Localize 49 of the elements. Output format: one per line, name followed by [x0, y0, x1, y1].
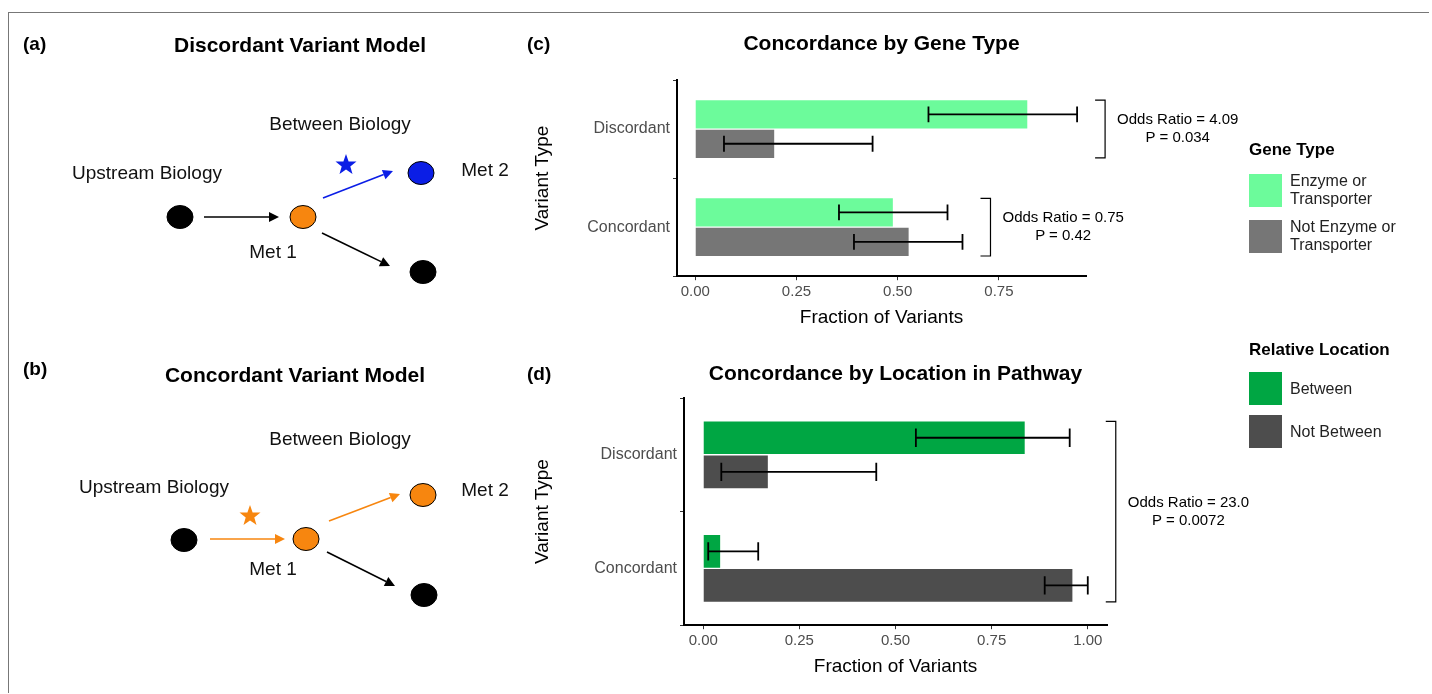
text: Met 2 [461, 159, 509, 181]
text: Met 1 [249, 558, 297, 580]
x-tick-label: 0.50 [883, 282, 913, 300]
legend-label: Between [1290, 379, 1354, 398]
legend-label: Not Enzyme or Transporter [1290, 218, 1397, 254]
chart-title: Concordance by Location in Pathway [708, 361, 1083, 384]
text: Between Biology [269, 113, 411, 135]
y-axis-title: Variant Type [530, 459, 552, 565]
bar [695, 227, 909, 256]
bar [703, 421, 1025, 455]
text: Concordant Variant Model [164, 363, 426, 387]
text: (d) [527, 363, 552, 384]
text: Odds Ratio = 23.0 P = 0.0072 [1127, 492, 1250, 528]
text: Between Biology [269, 428, 411, 450]
x-tick-label: 0.50 [880, 631, 911, 649]
text: Met 1 [249, 241, 297, 263]
x-tick-label: 1.00 [1073, 631, 1103, 649]
x-tick-label: 0.75 [977, 631, 1007, 649]
bar [695, 198, 893, 227]
y-tick-label: Discordant [600, 445, 678, 463]
y-axis-title: Variant Type [530, 125, 552, 231]
bar [703, 455, 768, 489]
x-tick-label: 0.00 [680, 282, 710, 300]
x-tick-label: 0.25 [784, 631, 814, 649]
text: (a) [23, 33, 47, 55]
text: Upstream Biology [79, 476, 229, 498]
text: (c) [527, 33, 551, 54]
text: Met 2 [461, 479, 509, 501]
annotation: Odds Ratio = 0.75 P = 0.42 [1002, 208, 1124, 244]
legend-title: Gene Type [1249, 140, 1336, 160]
y-tick-label: Concordant [587, 217, 671, 235]
text: Discordant Variant Model [173, 33, 427, 57]
y-tick-label: Concordant [594, 558, 678, 576]
chart-title: Concordance by Gene Type [743, 31, 1020, 54]
bar [695, 129, 775, 158]
legend-label: Not Between [1290, 422, 1383, 441]
bar [695, 100, 1028, 129]
bar [703, 569, 1073, 602]
text: Upstream Biology [72, 162, 222, 184]
text: Odds Ratio = 4.09 P = 0.034 [1117, 110, 1239, 146]
x-axis-title: Fraction of Variants [799, 305, 964, 327]
x-tick-label: 0.00 [688, 631, 718, 649]
x-tick-label: 0.25 [781, 282, 812, 300]
legend-title: Relative Location [1249, 340, 1391, 360]
x-axis-title: Fraction of Variants [813, 654, 978, 676]
y-tick-label: Discordant [593, 119, 671, 137]
text: (b) [23, 358, 48, 380]
x-tick-label: 0.75 [984, 282, 1014, 300]
legend-label: Enzyme or Transporter [1290, 172, 1374, 208]
